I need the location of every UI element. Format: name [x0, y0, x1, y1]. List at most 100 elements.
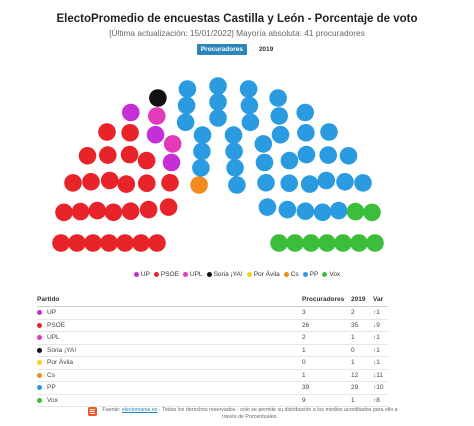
party-name: Soria ¡YA!: [47, 346, 77, 354]
seat-psoe: [78, 147, 97, 165]
seat-pp: [297, 145, 316, 164]
legend-label: Cs: [290, 271, 299, 278]
table-row-cs: Cs 1 12 ↓11: [37, 369, 388, 382]
legend-dot: [302, 271, 308, 277]
legend-label: PP: [309, 271, 319, 278]
seat-vox: [366, 234, 384, 252]
footer-source-link[interactable]: electomania.es: [121, 407, 158, 413]
seat-pp: [240, 96, 259, 115]
seat-pp: [280, 174, 299, 192]
table-row-psoe: PSOE 26 35 ↓9: [37, 319, 388, 332]
cell-var: ↑10: [373, 381, 388, 395]
seat-pp: [280, 151, 299, 170]
cell-var: ↓11: [373, 369, 388, 382]
seat-pp: [228, 176, 246, 194]
seat-pp: [339, 147, 358, 165]
cell-2019: 12: [351, 369, 373, 382]
seat-pp: [254, 135, 273, 153]
cell-party: UP: [37, 306, 302, 320]
legend: UP PSOE UPL Soria ¡YA! Por Ávila Cs PP Vox: [0, 271, 474, 278]
party-dot: [37, 347, 42, 353]
legend-label: PSOE: [160, 271, 179, 278]
chart-subtitle: [Última actualización: 15/01/2022] Mayor…: [109, 28, 365, 38]
party-name: PSOE: [47, 321, 66, 329]
seat-psoe: [71, 202, 90, 221]
seat-pp: [193, 142, 211, 161]
seat-pp: [176, 113, 195, 132]
table-row-pp: PP 39 29 ↑10: [37, 381, 388, 395]
header-var: Var: [373, 293, 388, 307]
party-dot: [37, 372, 42, 378]
footer: Fuente: electomania.es - Todos los derec…: [88, 407, 400, 421]
header-procuradores: Procuradores: [302, 293, 351, 307]
cell-procuradores: 0: [302, 356, 351, 370]
seat-pp: [241, 113, 260, 132]
seat-vox: [286, 234, 304, 252]
seat-psoe: [116, 234, 134, 252]
party-dot: [37, 360, 42, 366]
hemicycle-chart: [52, 77, 384, 252]
seat-pp: [313, 203, 332, 222]
seat-psoe: [139, 200, 158, 219]
tab-2019[interactable]: 2019: [258, 46, 274, 53]
seat-psoe: [137, 151, 156, 170]
tab-procuradores[interactable]: Procuradores: [196, 44, 247, 55]
cell-party: PSOE: [37, 319, 302, 332]
cell-var: ↑1: [373, 344, 388, 357]
seat-psoe: [159, 198, 178, 216]
seat-psoe: [100, 171, 119, 190]
party-dot: [37, 310, 42, 316]
seat-pp: [336, 173, 354, 191]
seat-psoe: [84, 234, 102, 252]
table-row-vox: Vox 9 1 ↑8: [37, 394, 388, 407]
seat-pp: [177, 96, 196, 115]
cell-procuradores: 1: [302, 344, 351, 357]
legend-item-up: UP: [133, 271, 150, 278]
table-row-upl: UPL 2 1 ↑1: [37, 331, 388, 345]
seat-pp: [224, 126, 243, 144]
seat-pp: [296, 103, 315, 122]
seat-up: [162, 153, 181, 172]
party-name: Por Ávila: [47, 359, 74, 367]
seat-vox: [363, 203, 381, 222]
party-name: UP: [47, 309, 57, 317]
cell-var: ↓9: [373, 319, 388, 332]
seat-pp: [209, 77, 227, 95]
party-dot: [37, 397, 42, 403]
table-row-soria-ya: Soria ¡YA! 1 0 ↑1: [37, 344, 388, 357]
seat-pp: [269, 89, 287, 107]
seat-pp: [329, 201, 348, 220]
seat-pp: [239, 80, 258, 98]
legend-dot: [283, 271, 289, 277]
legend-label: UP: [140, 271, 150, 278]
legend-item-psoe: PSOE: [153, 271, 179, 278]
seat-psoe: [82, 173, 100, 191]
seat-pp: [271, 125, 290, 144]
seat-vox: [270, 234, 288, 252]
seat-pp: [192, 159, 210, 177]
cell-party: Cs: [37, 369, 302, 382]
legend-dot: [182, 271, 188, 277]
header-party: Partido: [37, 293, 302, 307]
cell-2019: 29: [351, 381, 373, 395]
seat-pp: [258, 198, 277, 216]
cell-party: PP: [37, 381, 302, 395]
footer-prefix: Fuente:: [102, 407, 122, 413]
cell-party: Soria ¡YA!: [37, 344, 302, 357]
seat-pp: [255, 153, 274, 172]
seat-upl: [148, 107, 166, 125]
seat-pp: [270, 107, 289, 125]
cell-procuradores: 3: [302, 306, 351, 320]
seat-upl: [163, 135, 182, 153]
cell-2019: 0: [351, 344, 373, 357]
seat-pp: [209, 109, 227, 127]
seat-pp: [320, 123, 338, 141]
seat-vox: [346, 202, 365, 221]
seat-pp: [178, 80, 197, 98]
legend-item-por-vila: Por Ávila: [246, 271, 280, 278]
party-dot: [37, 335, 42, 341]
legend-dot: [153, 271, 159, 277]
legend-label: Por Ávila: [253, 271, 280, 278]
results-table: Partido Procuradores 2019 Var UP 3 2 ↑1 PSOE…: [37, 293, 388, 407]
seat-pp: [257, 174, 275, 192]
